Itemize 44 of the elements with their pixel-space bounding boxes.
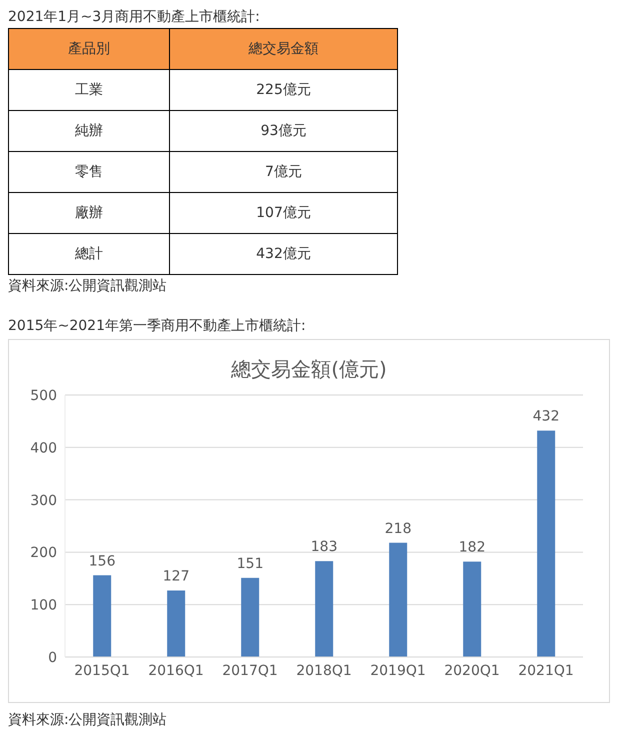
source-note: 資料來源:公開資訊觀測站	[8, 277, 168, 295]
x-tick-label: 2019Q1	[370, 662, 426, 679]
bar	[315, 561, 334, 657]
x-tick-label: 2020Q1	[444, 662, 500, 679]
text: 432億元	[256, 246, 311, 262]
bar	[463, 562, 482, 657]
bar	[389, 542, 408, 657]
data-label: 218	[384, 520, 412, 537]
data-label: 183	[310, 539, 338, 556]
data-label: 182	[458, 540, 486, 556]
y-tick-label: 500	[30, 388, 57, 404]
category-label: 工業	[8, 70, 170, 110]
data-label: 151	[236, 556, 264, 572]
y-tick-label: 200	[30, 545, 57, 562]
text: 225億元	[256, 82, 311, 98]
data-label: 432	[532, 408, 560, 425]
bar	[241, 578, 260, 657]
x-tick-label: 2018Q1	[296, 662, 352, 679]
x-tick-label: 2021Q1	[518, 662, 574, 679]
x-tick-label: 2015Q1	[74, 662, 130, 679]
bar	[93, 575, 112, 657]
data-label: 156	[88, 553, 116, 570]
text: 2021年1月~3月商用不動產上市櫃統計:	[8, 8, 261, 26]
y-tick-label: 100	[30, 598, 57, 614]
category-label: 廠辦	[8, 192, 170, 234]
text: 107億元	[256, 205, 311, 221]
y-tick-label: 400	[30, 440, 57, 456]
text: 93億元	[260, 123, 306, 139]
text: 產品別	[8, 28, 170, 70]
x-tick-label: 2016Q1	[148, 662, 204, 679]
chart-title: 2015年~2021年第一季商用不動產上市櫃統計:	[8, 317, 307, 335]
text: 總交易金額	[170, 28, 398, 70]
bar	[537, 430, 556, 657]
data-label: 127	[162, 568, 190, 584]
chart-subtitle: 總交易金額(億元)	[230, 356, 388, 383]
category-label: 總計	[8, 234, 170, 274]
bar	[167, 590, 186, 657]
category-label: 零售	[8, 152, 170, 192]
category-label: 純辦	[8, 110, 170, 152]
y-tick-label: 0	[48, 650, 57, 666]
x-tick-label: 2017Q1	[222, 662, 278, 679]
text: 7億元	[265, 164, 302, 180]
y-tick-label: 300	[30, 492, 57, 509]
source-note: 資料來源:公開資訊觀測站	[8, 711, 168, 729]
